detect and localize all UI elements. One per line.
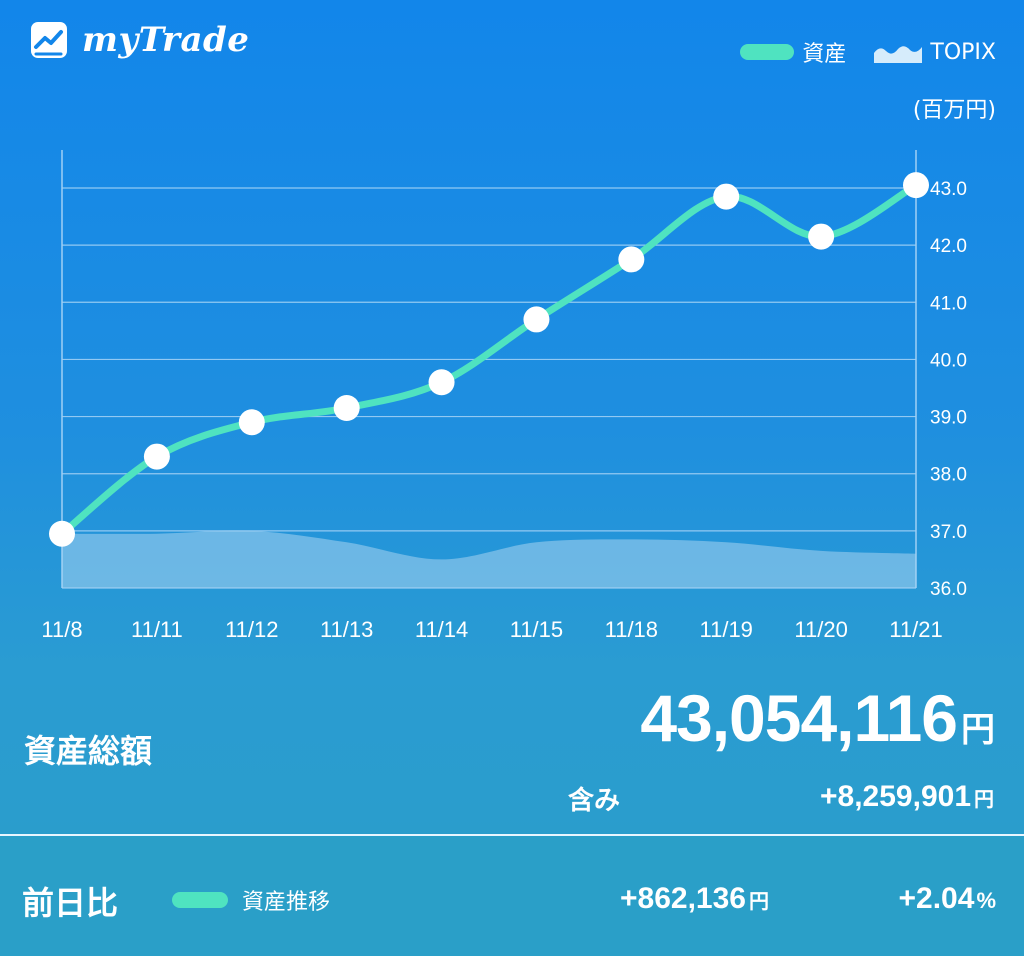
x-tick-label: 11/21 [889,617,942,642]
asset-point [618,246,645,273]
summary-panel: 資産総額 43,054,116 円 含み +8,259,901 円 [0,680,1024,830]
day-change-unit: 円 [748,891,769,913]
x-tick-label: 11/8 [41,617,82,642]
topix-area [62,530,916,588]
legend-topix[interactable]: TOPIX [874,40,996,65]
x-tick-label: 11/19 [700,617,753,642]
x-tick-label: 11/13 [320,617,373,642]
included-amount: +8,259,901 [820,780,971,813]
trend-logo-icon [31,22,67,58]
line-swatch-icon [740,44,795,60]
total-label: 資産総額 [24,732,153,770]
x-tick-label: 11/20 [794,617,847,642]
day-change-label: 前日比 [22,884,119,922]
footer-legend: 資産推移 [172,884,330,916]
asset-point [428,369,455,396]
x-tick-label: 11/15 [510,617,563,642]
asset-chart: 36.0 37.0 38.0 39.0 40.0 41.0 42.0 43.0 11/8 11/1… [41,150,967,642]
day-change-amount: +862,136 [620,882,746,915]
y-tick-label: 42.0 [930,236,967,257]
asset-point [238,409,265,436]
x-tick-label: 11/12 [225,617,278,642]
asset-point [523,306,550,333]
x-tick-label: 11/18 [605,617,658,642]
included-label: 含み [568,786,621,816]
legend-asset-label: 資産 [802,42,847,67]
y-tick-label: 39.0 [930,408,967,429]
day-change-pct-value: +2.04 [898,882,975,915]
day-change-pct-unit: % [976,888,996,913]
area-swatch-icon [874,46,923,63]
included-value: +8,259,901 円 [820,780,994,814]
divider [0,834,1024,836]
asset-point [49,520,75,547]
y-tick-label: 37.0 [930,522,967,543]
total-unit: 円 [961,711,995,749]
asset-point [143,443,170,470]
header: myTrade 資産 TOPIX (百万円) [0,0,1024,123]
total-amount: 43,054,116 [640,681,958,755]
line-swatch-icon [172,892,228,908]
included-unit: 円 [974,789,994,811]
asset-point [808,223,835,250]
y-tick-label: 38.0 [930,465,967,486]
app-name: myTrade [82,20,250,60]
y-tick-label: 40.0 [930,350,967,371]
asset-point [333,395,360,421]
unit-label: (百万円) [912,98,996,123]
legend-topix-label: TOPIX [930,39,996,65]
y-tick-label: 41.0 [930,293,967,314]
day-change-percent: +2.04% [899,882,996,916]
app-logo: myTrade [30,20,249,60]
day-change-value: +862,136 円 [620,882,769,916]
asset-point [903,172,929,199]
day-change-bar: 前日比 資産推移 +862,136 円 +2.04% [0,836,1024,956]
legend-asset[interactable]: 資産 [740,36,846,68]
y-tick-label: 43.0 [930,179,967,200]
footer-legend-label: 資産推移 [242,890,331,915]
asset-line [58,181,920,538]
total-value: 43,054,116 円 [640,680,995,756]
y-tick-label: 36.0 [930,579,967,600]
chart-legend: 資産 TOPIX [712,36,996,68]
x-tick-label: 11/11 [131,617,183,642]
asset-point [713,183,740,210]
x-tick-label: 11/14 [415,617,468,642]
